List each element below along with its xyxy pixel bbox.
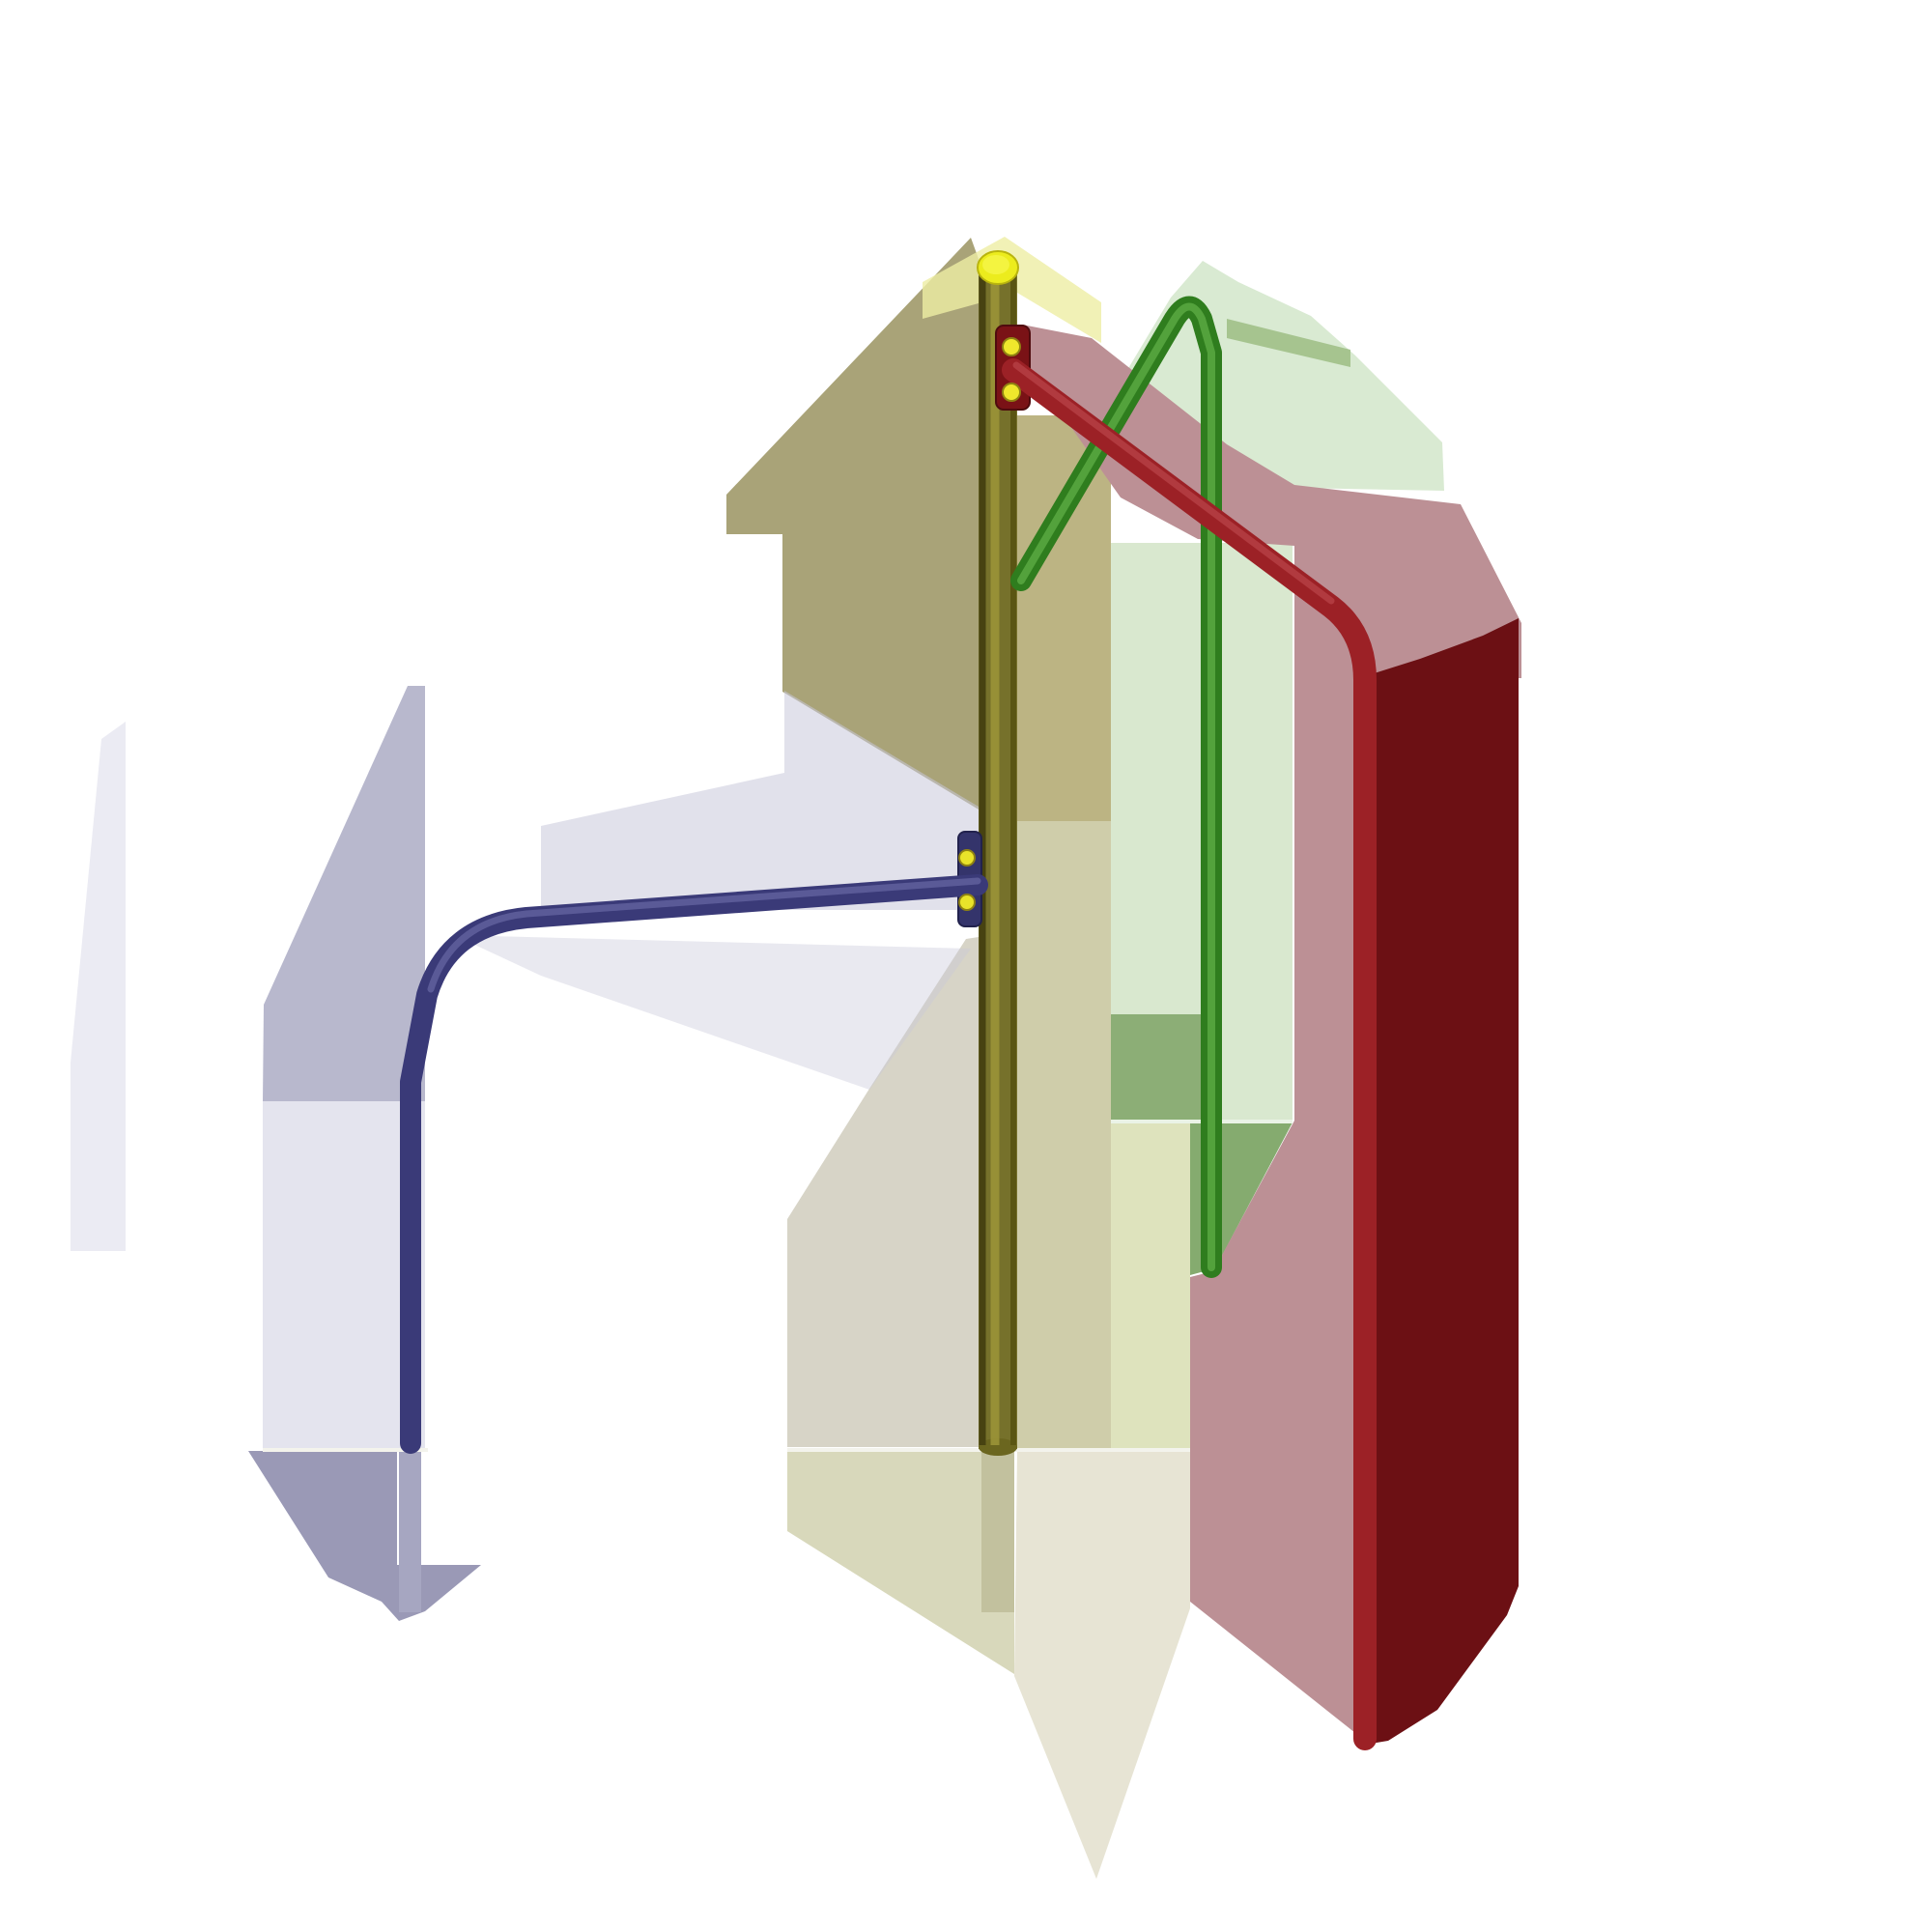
red-bolt-bottom	[1002, 383, 1021, 402]
red-tube-highlight	[1012, 361, 1335, 605]
blue-tube-highlight	[427, 877, 981, 993]
blue-bolt-bottom	[958, 894, 976, 911]
shadow-pole-olive	[726, 238, 979, 810]
shadow-green-medium-band	[1111, 1014, 1203, 1122]
green-tube-highlight	[1017, 302, 1215, 1271]
pole-buried-strip	[981, 1452, 1014, 1612]
shadow-lavender-triangle	[263, 686, 425, 1101]
shadow-beige-left-below-ground	[787, 1451, 1014, 1674]
red-bolt-top	[1002, 337, 1021, 356]
shadow-lavender-band	[541, 691, 979, 910]
blue-bolt-top	[958, 849, 976, 867]
shadow-beige-left	[787, 937, 979, 1447]
shadow-lavender-under-arm	[454, 935, 971, 1090]
shadow-lavender-sliver	[71, 722, 126, 1251]
pole-bottom-round	[979, 1438, 1017, 1456]
pole-cap-inner	[982, 255, 1009, 274]
shadow-green-apex-streak	[1227, 319, 1350, 367]
shadow-khaki-pale-column	[1111, 1122, 1190, 1451]
shadow-lavender-light-rect	[263, 1101, 425, 1451]
red-swept-slab	[1365, 618, 1519, 1745]
blue-buried-strip	[399, 1452, 421, 1612]
red-tube	[1002, 358, 1377, 1750]
shadow-khaki-right-upper	[1017, 415, 1111, 821]
shadow-pale-band-bottom	[1014, 1451, 1190, 1879]
shadow-khaki-right-lower	[1017, 821, 1111, 1451]
shadow-lavender-bottom	[248, 1451, 481, 1621]
